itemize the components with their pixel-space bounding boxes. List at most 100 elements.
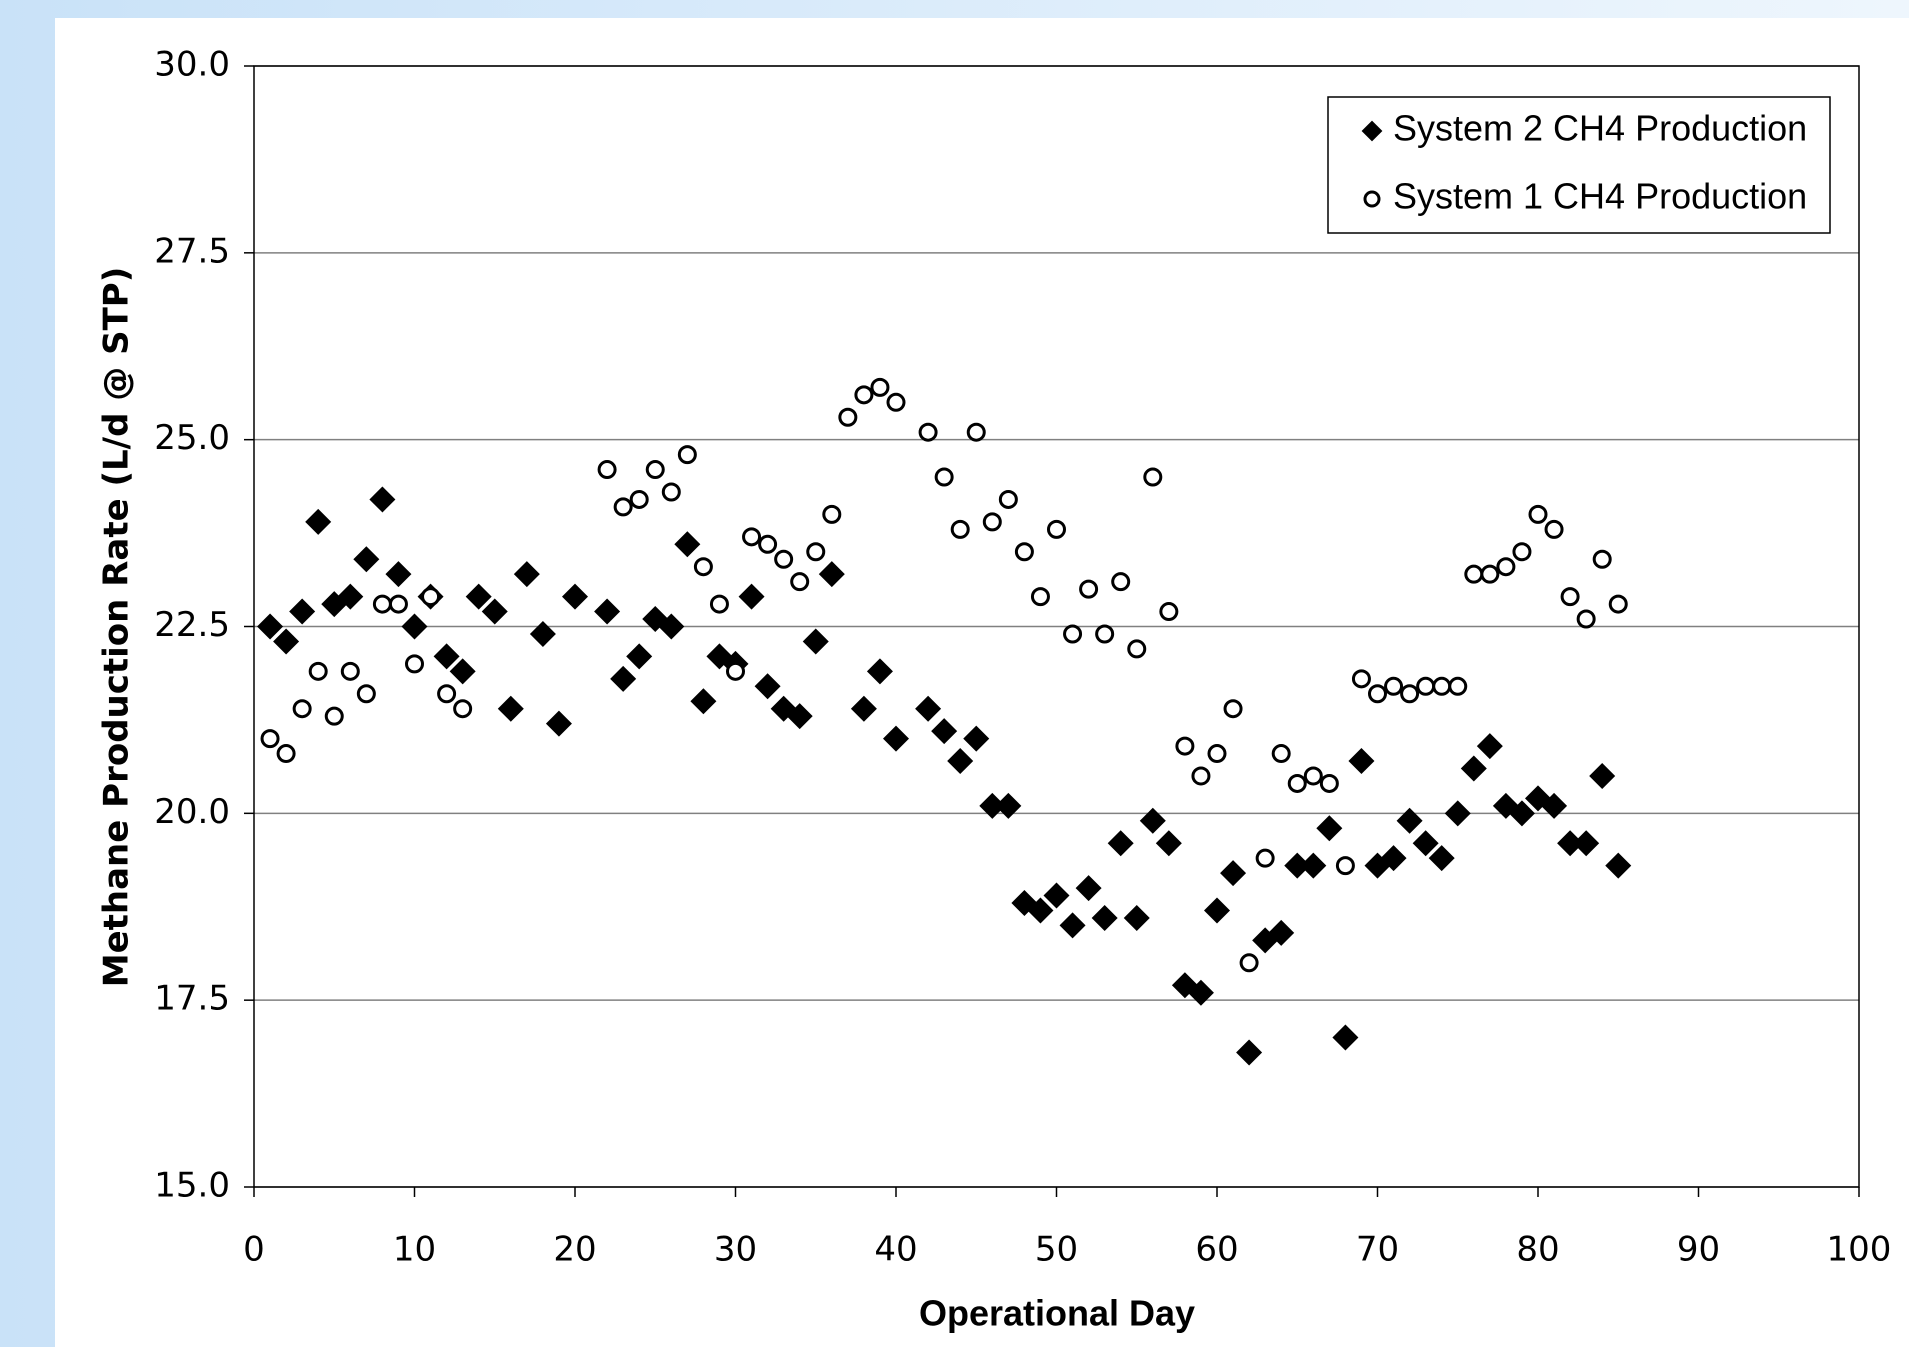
diamond-marker — [915, 695, 942, 722]
x-tick-label: 0 — [243, 1230, 265, 1270]
circle-marker — [1143, 467, 1163, 487]
diamond-marker — [369, 486, 396, 513]
circle-marker — [629, 489, 649, 509]
circle-marker — [693, 557, 713, 577]
diamond-marker — [1460, 755, 1487, 782]
circle-marker — [356, 684, 376, 704]
diamond-marker — [1220, 860, 1247, 887]
circle-marker — [1319, 773, 1339, 793]
circle-marker — [966, 422, 986, 442]
diamond-marker — [481, 598, 508, 625]
diamond-marker — [690, 688, 717, 715]
circle-marker — [790, 572, 810, 592]
circle-marker — [437, 684, 457, 704]
circle-marker — [1416, 676, 1436, 696]
circle-marker — [1464, 564, 1484, 584]
x-tick-label: 30 — [714, 1230, 757, 1270]
circle-marker — [1363, 190, 1381, 208]
diamond-marker — [1284, 852, 1311, 879]
diamond-marker — [529, 620, 556, 647]
diamond-marker — [1557, 830, 1584, 857]
diamond-marker — [449, 658, 476, 685]
x-tick-label: 10 — [393, 1230, 436, 1270]
circle-marker — [661, 482, 681, 502]
diamond-marker — [385, 561, 412, 588]
diamond-marker — [1573, 830, 1600, 857]
circle-marker — [1239, 953, 1259, 973]
circle-marker — [677, 445, 697, 465]
circle-marker — [1111, 572, 1131, 592]
circle-marker — [1191, 766, 1211, 786]
circle-marker — [1608, 594, 1628, 614]
diamond-marker — [1268, 919, 1295, 946]
diamond-marker — [562, 583, 588, 610]
diamond-marker — [353, 546, 380, 573]
diamond-marker — [545, 710, 572, 737]
circle-marker — [1351, 669, 1371, 689]
circle-marker — [1095, 624, 1115, 644]
diamond-marker — [465, 583, 492, 610]
circle-marker — [405, 654, 424, 674]
diamond-marker — [1444, 800, 1471, 827]
diamond-marker — [289, 598, 316, 625]
y-tick-label: 25.0 — [154, 418, 230, 458]
diamond-marker — [1091, 904, 1118, 931]
circle-marker — [1368, 684, 1387, 704]
circle-marker — [292, 699, 312, 719]
circle-marker — [260, 729, 280, 749]
circle-marker — [822, 504, 842, 524]
circle-marker — [1544, 519, 1564, 539]
diamond-marker — [1348, 748, 1375, 775]
legend-label: System 1 CH4 Production — [1393, 176, 1807, 217]
diamond-marker — [610, 665, 637, 692]
diamond-marker — [513, 561, 540, 588]
circle-marker — [1335, 856, 1355, 876]
diamond-marker — [866, 658, 893, 685]
circle-marker — [1592, 549, 1612, 569]
diamond-marker — [337, 583, 364, 610]
diamond-marker — [979, 792, 1006, 819]
x-tick-label: 100 — [1827, 1230, 1892, 1270]
diamond-marker — [995, 792, 1022, 819]
circle-marker — [838, 407, 858, 427]
diamond-marker — [1107, 830, 1134, 857]
circle-marker — [453, 699, 473, 719]
y-tick-label: 22.5 — [154, 605, 230, 645]
circle-marker — [1223, 699, 1243, 719]
diamond-marker — [947, 748, 974, 775]
circle-marker — [613, 497, 633, 517]
diamond-marker — [1396, 807, 1423, 834]
circle-marker — [1432, 676, 1452, 696]
circle-marker — [340, 661, 360, 681]
circle-marker — [918, 422, 938, 442]
circle-marker — [1528, 504, 1548, 524]
y-tick-label: 15.0 — [154, 1166, 230, 1206]
diamond-marker — [433, 643, 460, 670]
y-tick-label: 17.5 — [154, 979, 230, 1019]
diamond-marker — [1332, 1024, 1359, 1051]
circle-marker — [1496, 557, 1516, 577]
circle-marker — [1271, 744, 1291, 764]
diamond-marker — [1300, 852, 1327, 879]
circle-marker — [982, 512, 1002, 532]
y-tick-label: 27.5 — [154, 231, 230, 271]
circle-marker — [950, 519, 970, 539]
circle-marker — [774, 549, 794, 569]
diamond-marker — [626, 643, 653, 670]
circle-marker — [372, 594, 392, 614]
circle-marker — [421, 587, 441, 607]
circle-marker — [870, 377, 890, 397]
diamond-marker — [1204, 897, 1230, 924]
diamond-marker — [401, 613, 428, 640]
x-tick-label: 50 — [1035, 1230, 1078, 1270]
diamond-marker — [850, 695, 877, 722]
diamond-marker — [594, 598, 621, 625]
diamond-marker — [931, 718, 958, 745]
y-tick-label: 30.0 — [154, 45, 230, 85]
y-tick-label: 20.0 — [154, 792, 230, 832]
circle-marker — [1063, 624, 1083, 644]
circle-marker — [934, 467, 954, 487]
circle-marker — [1480, 564, 1500, 584]
